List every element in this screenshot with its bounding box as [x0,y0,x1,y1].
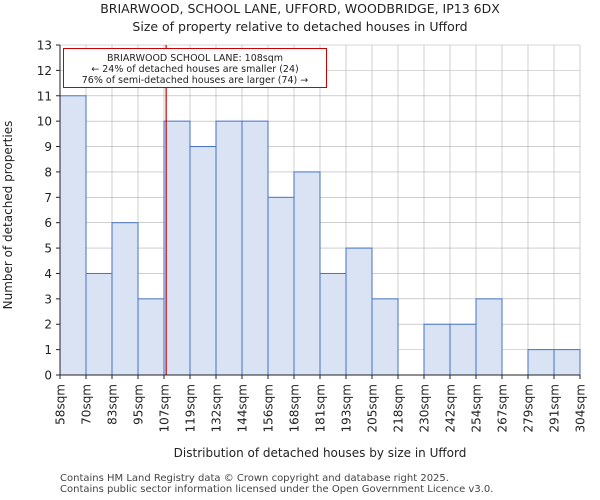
x-tick-label: 168sqm [288,384,302,432]
x-tick-label: 156sqm [262,384,276,432]
bar-168sqm [293,171,321,376]
y-tick-label: 0 [44,369,52,383]
y-tick-label: 7 [44,191,52,205]
x-tick-label: 304sqm [574,384,588,432]
axes-layer [56,44,581,379]
bars-layer [59,95,581,376]
bar-144sqm [241,120,269,376]
chart-title-line1: BRIARWOOD, SCHOOL LANE, UFFORD, WOODBRID… [100,1,500,16]
y-tick-label: 4 [44,267,52,281]
annotation-line-3: 76% of semi-detached houses are larger (… [81,75,309,86]
y-tick-label: 2 [44,318,52,332]
x-tick-label: 58sqm [54,384,68,425]
bar-132sqm [215,120,243,376]
bar-107sqm [163,120,191,376]
bar-291sqm [553,349,581,376]
x-tick-label: 291sqm [548,384,562,432]
x-tick-label: 95sqm [132,384,146,425]
bar-254sqm [475,298,503,376]
footer-copyright-line2: Contains public sector information licen… [60,484,494,495]
x-tick-label: 205sqm [366,384,380,432]
x-tick-label: 181sqm [314,384,328,432]
bar-83sqm [111,222,139,376]
x-tick-label: 70sqm [80,384,94,425]
x-tick-label: 279sqm [522,384,536,432]
bar-95sqm [137,298,165,376]
annotation-line-1: BRIARWOOD SCHOOL LANE: 108sqm [106,53,284,64]
bar-230sqm [423,323,451,376]
y-tick-label: 6 [44,216,52,230]
footer-copyright-line1: Contains HM Land Registry data © Crown c… [60,473,449,484]
bar-58sqm [59,95,87,376]
y-tick-label: 8 [44,165,52,179]
x-tick-labels: 58sqm 70sqm 83sqm 95sqm 107sqm 119sqm 132sqm 14… [54,384,588,432]
bar-193sqm [345,247,373,376]
y-tick-label: 3 [44,292,52,306]
x-tick-label: 230sqm [418,384,432,432]
bar-70sqm [85,272,113,376]
x-tick-label: 107sqm [158,384,172,432]
bar-156sqm [267,196,295,376]
y-tick-label: 11 [37,89,52,103]
bar-279sqm [527,349,555,376]
bar-119sqm [189,146,217,376]
x-tick-label: 267sqm [496,384,510,432]
bar-205sqm [371,298,399,376]
property-annotation-box: BRIARWOOD SCHOOL LANE: 108sqm ← 24% of d… [63,48,327,88]
y-tick-label: 13 [37,39,52,53]
y-axis-label: Number of detached properties [1,121,15,310]
bar-242sqm [449,323,477,376]
x-tick-label: 193sqm [340,384,354,432]
x-axis-label: Distribution of detached houses by size … [174,446,467,460]
x-tick-label: 132sqm [210,384,224,432]
y-tick-label: 5 [44,242,52,256]
annotation-line-2: ← 24% of detached houses are smaller (24… [91,64,299,75]
x-tick-label: 83sqm [106,384,120,425]
y-tick-label: 9 [44,140,52,154]
x-tick-label: 242sqm [444,384,458,432]
bar-181sqm [319,272,347,376]
chart-title-line2: Size of property relative to detached ho… [132,19,468,34]
x-tick-label: 119sqm [184,384,198,432]
x-tick-label: 144sqm [236,384,250,432]
y-tick-label: 1 [44,343,52,357]
y-tick-label: 12 [37,64,52,78]
x-tick-label: 218sqm [392,384,406,432]
y-tick-label: 10 [37,115,52,129]
x-tick-label: 254sqm [470,384,484,432]
